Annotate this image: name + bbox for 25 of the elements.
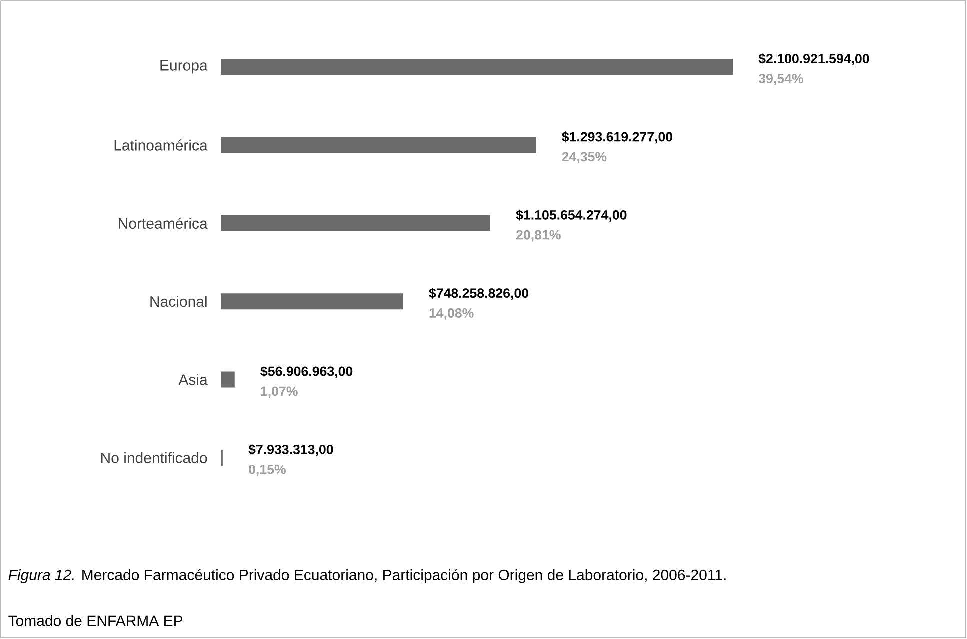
annotation: 24,35% — [562, 152, 607, 164]
data-label: $7.933.313,00 — [248, 444, 334, 456]
data-label: $748.258.826,00 — [429, 288, 528, 300]
bar — [221, 372, 235, 388]
y-tick-label: Latinoamérica — [114, 140, 208, 151]
annotation: 1,07% — [261, 386, 298, 398]
text: Tomado de ENFARMA EP — [8, 615, 183, 626]
annotation: 14,08% — [430, 308, 474, 320]
y-tick-label: Europa — [160, 60, 208, 74]
annotation: 0,15% — [249, 464, 286, 476]
annotation: 20,81% — [516, 230, 561, 242]
annotation: 39,54% — [758, 74, 804, 86]
y-tick-label: No indentificado — [102, 452, 208, 464]
bar — [221, 59, 734, 76]
bar — [221, 137, 536, 154]
bar — [221, 294, 404, 310]
bar — [221, 215, 490, 232]
y-tick-label: Asia — [178, 374, 208, 386]
y-tick-label: Nacional — [150, 296, 207, 308]
data-label: $1.293.619.277,00 — [562, 132, 673, 144]
text: Figura 12. Mercado Farmacéutico Privado Ecuatoriano, Participación por Origen de Laboratorio, 2006-2011. — [8, 569, 726, 584]
data-label: $2.100.921.594,00 — [758, 54, 870, 66]
y-tick-label: Norteamérica — [119, 218, 208, 230]
data-label: $56.906.963,00 — [260, 366, 353, 378]
data-label: $1.105.654.274,00 — [516, 210, 627, 222]
